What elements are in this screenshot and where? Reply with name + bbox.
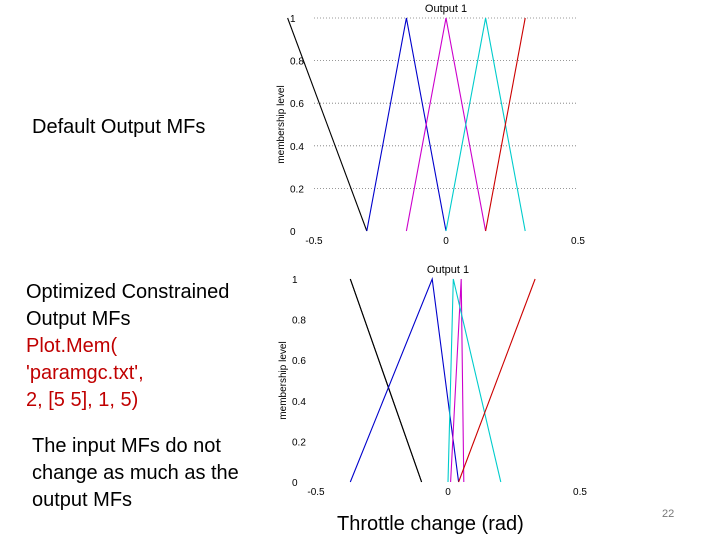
- chart1-ytick-label: 0.2: [290, 184, 304, 195]
- x-axis-caption: Throttle change (rad): [337, 513, 524, 535]
- chart1-ytick-label: 0.8: [290, 57, 304, 68]
- note-line-2: change as much as the: [32, 462, 239, 484]
- chart1-ylabel: membership level: [276, 85, 287, 163]
- default-output-label: Default Output MFs: [32, 116, 206, 138]
- chart2-series-2-line: [349, 278, 423, 483]
- chart1-ytick-label: 0: [290, 227, 296, 238]
- chart2-xtick-label: 0.5: [573, 487, 587, 498]
- chart2-title: Output 1: [427, 264, 469, 276]
- plot-command-line-3: 2, [5 5], 1, 5): [26, 389, 139, 411]
- chart2-series-5-line: [447, 278, 502, 483]
- chart1-series-1-line: [287, 17, 368, 232]
- chart2-series-4-line: [450, 278, 465, 483]
- chart1-ytick-label: 1: [290, 14, 296, 25]
- note-line-1: The input MFs do not: [32, 435, 221, 457]
- chart2-xtick-label: -0.5: [307, 487, 325, 498]
- note-line-3: output MFs: [32, 489, 133, 511]
- chart1-xtick-label: -0.5: [305, 236, 323, 247]
- chart1-xtick-label: 0: [443, 236, 449, 247]
- slide-number: 22: [662, 508, 675, 520]
- chart1-series-3-line: [405, 17, 487, 232]
- chart1-series-4-line: [445, 17, 526, 232]
- plot-command-line-2: 'paramgc.txt',: [26, 362, 144, 384]
- optimized-label-line-2: Output MFs: [26, 308, 131, 330]
- chart2-ytick-label: 0.4: [292, 397, 306, 408]
- chart2-ylabel: membership level: [278, 341, 289, 419]
- chart1-series-5-line: [485, 17, 526, 232]
- chart2-ytick-label: 0: [292, 478, 298, 489]
- chart1-ytick-label: 0.6: [290, 99, 304, 110]
- chart1-xtick-label: 0.5: [571, 236, 585, 247]
- chart1-series-2-line: [366, 17, 447, 232]
- chart1-title: Output 1: [425, 3, 467, 15]
- chart2-xtick-label: 0: [445, 487, 451, 498]
- chart2-series-6-line: [458, 278, 536, 483]
- chart2-ytick-label: 0.2: [292, 437, 306, 448]
- chart2-ytick-label: 1: [292, 275, 298, 286]
- chart2-series-3-line: [349, 276, 460, 483]
- chart2-ytick-label: 0.6: [292, 356, 306, 367]
- plot-command-line-1: Plot.Mem(: [26, 335, 118, 357]
- optimized-label-line-1: Optimized Constrained: [26, 281, 230, 303]
- chart1-ytick-label: 0.4: [290, 142, 304, 153]
- chart2-ytick-label: 0.8: [292, 316, 306, 327]
